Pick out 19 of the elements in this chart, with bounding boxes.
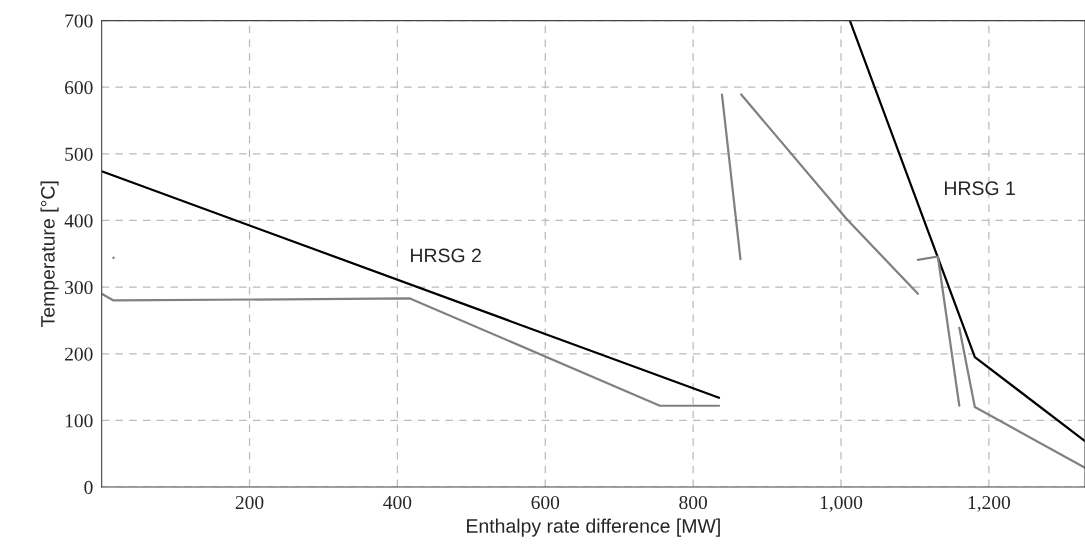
- x-tick-label: 600: [531, 495, 560, 510]
- x-tick-label: 1,000: [820, 495, 863, 512]
- x-tick-label: 800: [679, 495, 707, 510]
- y-tick-label: 400: [64, 214, 93, 228]
- annotation: HRSG 1: [944, 181, 1015, 196]
- annotation: HRSG 2: [411, 248, 481, 263]
- x-axis-title: Enthalpy rate difference [MW]: [467, 518, 720, 537]
- y-tick-label: 700: [65, 14, 93, 28]
- x-tick-label: 200: [235, 495, 264, 510]
- y-tick-label: 200: [65, 347, 93, 361]
- y-tick-label: 100: [65, 414, 93, 428]
- line-series: [101, 292, 721, 407]
- y-tick-label: 600: [65, 81, 93, 95]
- y-tick-label: 0: [84, 480, 93, 494]
- y-tick-label: 300: [65, 280, 93, 295]
- y-tick-label: 500: [65, 147, 93, 161]
- y-axis-title: Temperature [°C]: [40, 181, 59, 327]
- x-tick-label: 400: [383, 495, 412, 510]
- x-tick-label: 1,200: [968, 495, 1011, 512]
